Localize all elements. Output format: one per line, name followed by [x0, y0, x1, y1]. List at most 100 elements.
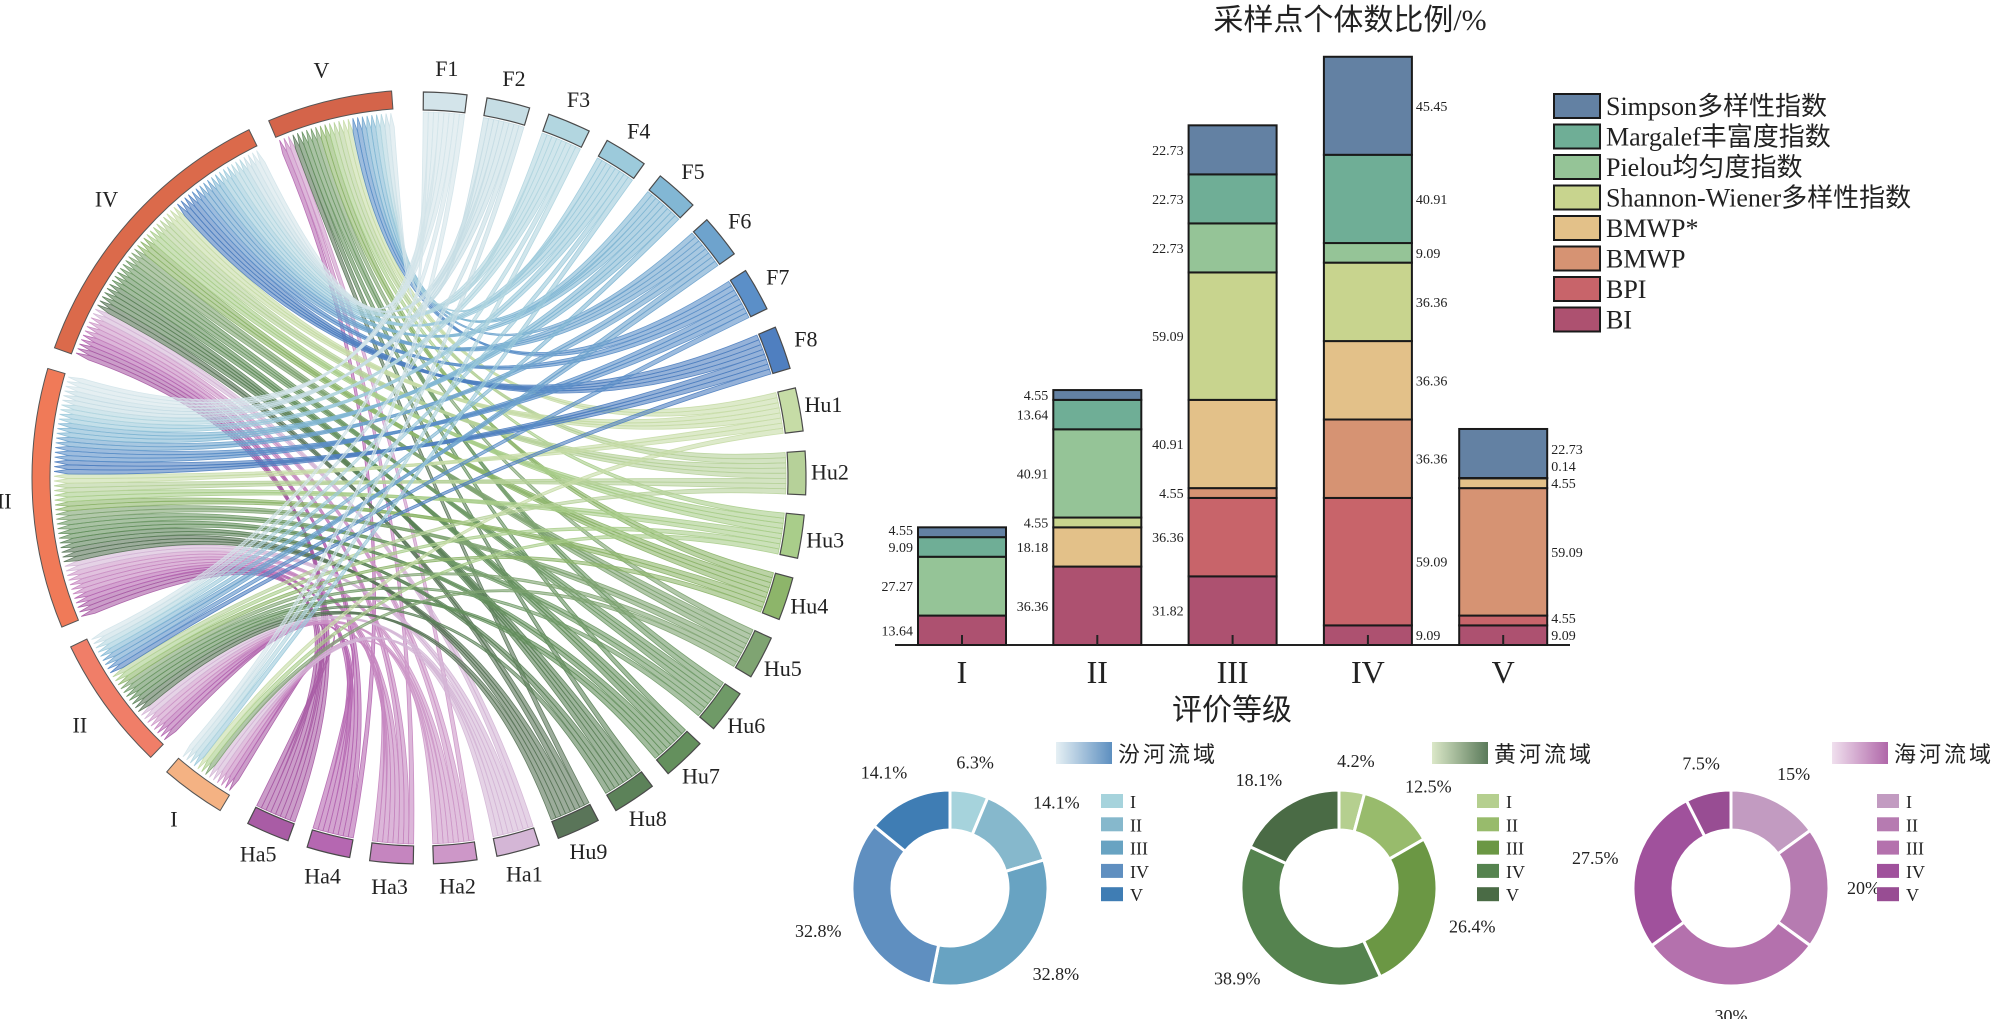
bar-segment-II-BMWP* [1052, 526, 1143, 568]
bar-chart-title: 采样点个体数比例/% [1213, 4, 1486, 37]
donut-3: 海河流域 15% I 20% II 30% III 27.5% IV 7.5% V [1572, 742, 1994, 1019]
donut-value-label: 4.2% [1337, 751, 1375, 771]
bar-value-label: 45.45 [1416, 100, 1448, 115]
site-label-Hu6: Hu6 [727, 713, 765, 738]
legend-swatch-Pielou均匀度指数 [1553, 154, 1601, 180]
site-label-F4: F4 [627, 118, 650, 143]
bar-value-label: 36.36 [1416, 374, 1448, 389]
bar-value-label: 4.55 [1159, 487, 1184, 502]
bar-value-label: 18.18 [1017, 541, 1049, 556]
donut-value-label: 20% [1847, 878, 1880, 898]
bar-value-label: 27.27 [882, 580, 914, 595]
donut-slice-V [872, 788, 952, 854]
bar-value-label: 9.09 [1416, 247, 1441, 262]
bar-value-label: 36.36 [1152, 531, 1184, 546]
chord-ribbon-F5-III [57, 211, 676, 437]
bar-segment-IV-Pielou均匀度指数 [1322, 242, 1413, 264]
bar-value-label: 4.55 [1551, 477, 1576, 492]
chord-ribbon-Ha4-I [225, 638, 355, 830]
chord-ribbon-Hu3-III [54, 489, 782, 545]
donut-legend-label-V: V [1506, 885, 1519, 905]
site-arc-Hu5 [734, 629, 773, 678]
donut-legend-swatch-II [1477, 817, 1499, 832]
bar-segment-I-Simpson多样性指数 [917, 526, 1007, 539]
chord-ribbon-Hu1-III [53, 422, 784, 480]
chord-ribbon-Ha2-V [287, 136, 475, 842]
legend-label-BMWP*: BMWP* [1606, 214, 1698, 243]
donut-slice-IV [1239, 844, 1383, 988]
site-label-F1: F1 [435, 56, 458, 81]
bar-value-label: 9.09 [889, 541, 914, 556]
site-label-Hu3: Hu3 [806, 527, 844, 552]
bar-segment-IV-Simpson多样性指数 [1322, 55, 1413, 156]
donut-legend-swatch-V [1877, 887, 1899, 902]
bar-value-label: 22.73 [1152, 144, 1184, 159]
donut-slice-III [928, 858, 1050, 988]
donut-1: 汾河流域 6.3% I 14.1% II 32.8% III 32.8% IV 14.1% V [795, 742, 1215, 988]
legend-label-BPI: BPI [1606, 275, 1646, 304]
legend-swatch-Margalef丰富度指数 [1553, 123, 1601, 150]
bar-value-label: 0.14 [1551, 460, 1576, 475]
chord-ribbon-Hu6-IV [125, 260, 712, 705]
donut-legend-label-I: I [1130, 792, 1136, 812]
donut-slice-IV [850, 823, 941, 986]
legend-swatch-BMWP [1553, 245, 1601, 272]
legend-label-Simpson多样性指数: Simpson多样性指数 [1606, 92, 1827, 121]
chord-ribbon-F3-I [189, 146, 581, 764]
chord-ribbon-Hu3-IV [152, 227, 783, 535]
legend-swatch-Shannon-Wiener多样性指数 [1553, 184, 1601, 211]
donut-value-label: 14.1% [1033, 792, 1080, 812]
donut-legend-swatch-II [1877, 817, 1899, 832]
legend-label-BMWP: BMWP [1606, 245, 1685, 274]
donut-legend-swatch-V [1101, 887, 1123, 902]
chord-ribbon-Hu1-I [197, 427, 784, 770]
chord-ribbon-Hu8-II [131, 605, 611, 794]
bar-value-label: 36.36 [1017, 600, 1049, 615]
bar-segment-III-Shannon-Wiener多样性指数 [1187, 271, 1278, 401]
chord-ribbon-F4-II [97, 173, 629, 653]
bar-segment-V-BMWP* [1458, 477, 1549, 490]
chord-ribbon-Hu6-II [123, 586, 703, 717]
donut-legend-swatch-I [1477, 794, 1499, 808]
bar-value-label: 36.36 [1416, 453, 1448, 468]
grade-label-V: V [313, 58, 329, 83]
site-label-Hu5: Hu5 [764, 656, 802, 681]
donut-value-label: 7.5% [1682, 754, 1720, 774]
grade-arc-II [70, 638, 164, 759]
stacked-bar-chart: 采样点个体数比例/% 13.64 27.27 9.09 4.55 I 36.36 18.18 4… [882, 4, 1912, 727]
chord-ribbon-Hu7-IV [117, 271, 676, 746]
donut-title-swatch [1432, 742, 1488, 764]
site-label-Ha1: Ha1 [506, 861, 543, 886]
bar-value-label: 13.64 [882, 624, 914, 639]
donut-title: 海河流域 [1894, 742, 1994, 767]
x-tick-label-IV: IV [1351, 654, 1385, 690]
chord-ribbons [53, 111, 787, 845]
site-label-Hu1: Hu1 [805, 392, 843, 417]
chord-ribbon-Hu5-II [120, 572, 740, 690]
chord-ribbon-Hu1-IV [173, 206, 782, 430]
bar-value-label: 59.09 [1152, 330, 1184, 345]
donut-legend-swatch-IV [1877, 863, 1899, 878]
chord-ribbon-F2-II [93, 123, 520, 645]
chord-ribbon-Ha3-V [283, 138, 415, 845]
bar-value-label: 59.09 [1416, 556, 1448, 571]
site-arc-F7 [729, 269, 768, 318]
site-arc-Hu2 [786, 450, 807, 496]
donut-slice-V [1684, 788, 1733, 839]
bar-segment-IV-Shannon-Wiener多样性指数 [1322, 261, 1413, 343]
donut-slice-III [1649, 919, 1813, 988]
bar-segment-II-BI [1052, 565, 1143, 646]
donut-legend-label-V: V [1130, 885, 1143, 905]
site-arc-Hu7 [655, 730, 701, 775]
site-arc-Hu4 [761, 572, 794, 621]
site-arc-Hu1 [777, 387, 804, 434]
site-label-Hu7: Hu7 [682, 764, 720, 789]
chord-diagram: F1 F2 F3 F4 F5 F6 F7 F8 Hu1 Hu2 Hu3 Hu4 Hu5 Hu6 Hu7 Hu8… [0, 56, 849, 899]
site-label-F8: F8 [794, 326, 817, 351]
grade-arc-IV [53, 129, 258, 355]
donut-value-label: 18.1% [1236, 770, 1283, 790]
donut-legend-label-III: III [1506, 839, 1524, 859]
bar-segment-V-BPI [1458, 614, 1549, 627]
donut-slice-III [1361, 837, 1439, 979]
chord-ribbon-F6-III [56, 252, 713, 448]
